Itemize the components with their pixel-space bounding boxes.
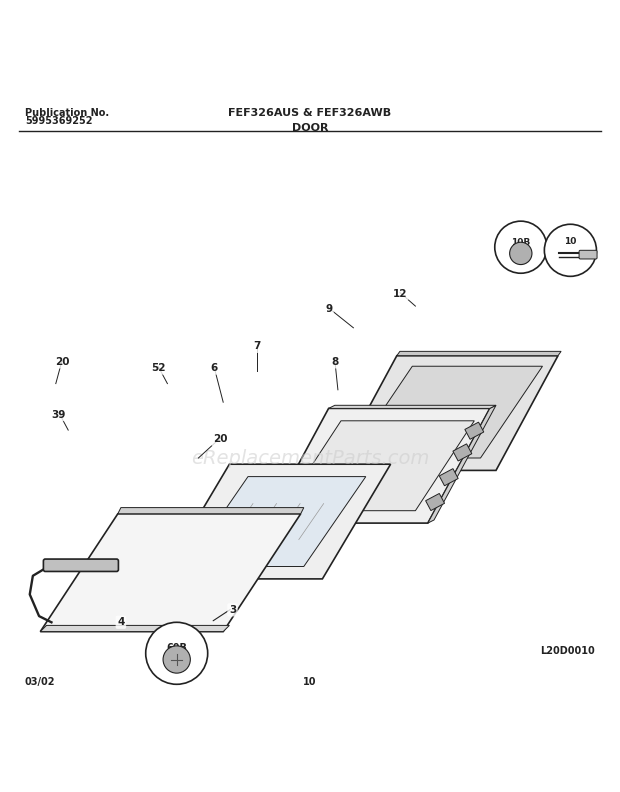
Polygon shape [267,409,490,523]
Text: 10: 10 [564,237,577,246]
Polygon shape [118,508,304,514]
Text: 6: 6 [210,363,218,373]
Bar [439,469,458,485]
Text: 5995369252: 5995369252 [25,116,92,126]
Polygon shape [40,626,229,631]
Polygon shape [428,406,496,523]
Polygon shape [335,356,558,470]
Bar [453,444,472,461]
Text: FEF326AUS & FEF326AWB: FEF326AUS & FEF326AWB [228,108,392,118]
Text: 4: 4 [117,617,125,627]
Circle shape [510,242,532,265]
Circle shape [146,623,208,684]
Polygon shape [40,514,301,631]
Text: 8: 8 [331,357,339,367]
Text: 20: 20 [213,434,228,444]
Text: 7: 7 [254,341,261,352]
Text: Publication No.: Publication No. [25,108,109,118]
Bar [425,493,445,511]
Polygon shape [161,464,391,579]
Circle shape [495,221,547,273]
Polygon shape [329,406,496,409]
Text: 12: 12 [392,289,407,299]
Circle shape [163,645,190,673]
Text: 9: 9 [325,304,332,314]
Text: 60B: 60B [166,643,187,653]
Text: 10B: 10B [511,238,531,247]
Text: DOOR: DOOR [292,124,328,133]
Text: 39: 39 [51,409,66,420]
Text: 3: 3 [229,605,236,615]
Polygon shape [397,352,561,356]
Polygon shape [350,366,542,458]
Text: 52: 52 [151,363,166,373]
Text: L20D0010: L20D0010 [541,646,595,657]
Text: 20: 20 [55,357,69,367]
Polygon shape [282,421,474,511]
Bar [465,422,484,440]
Text: 03/02: 03/02 [25,677,55,687]
Polygon shape [186,477,366,566]
FancyBboxPatch shape [579,250,597,259]
Text: eReplacementParts.com: eReplacementParts.com [191,448,429,467]
Circle shape [544,224,596,276]
Text: 10: 10 [303,677,317,687]
FancyBboxPatch shape [43,559,118,572]
